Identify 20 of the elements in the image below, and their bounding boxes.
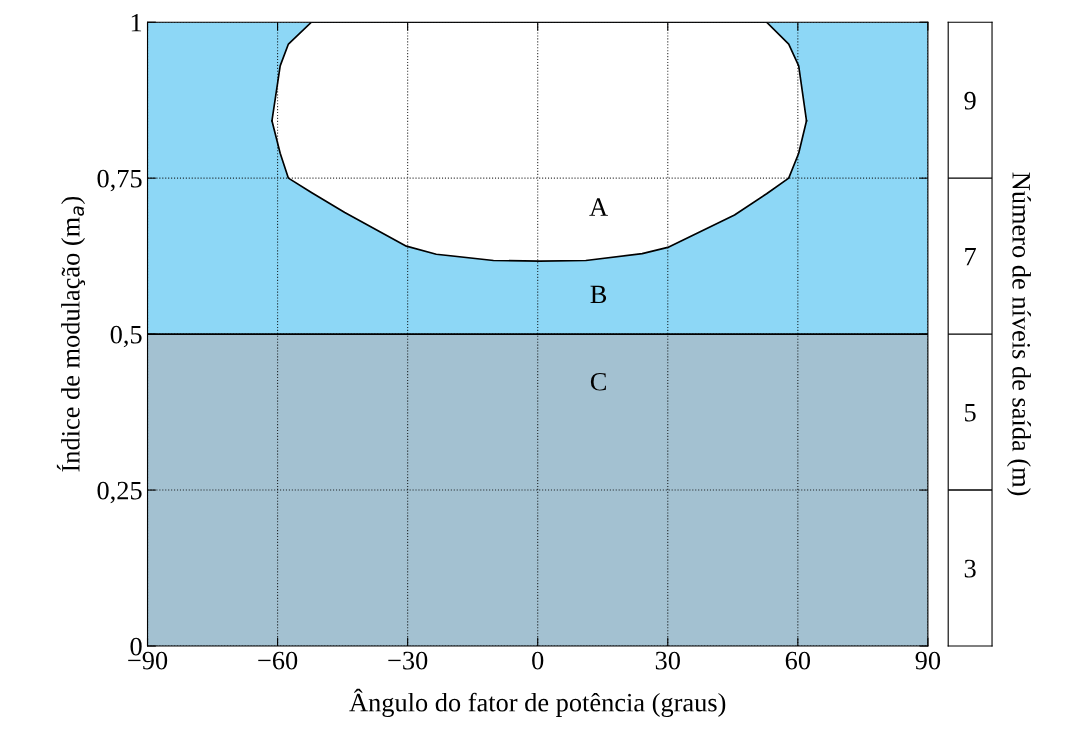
x-axis-title: Ângulo do fator de potência (graus) <box>349 688 726 717</box>
y-axis-title: Índice de modulação (m$_{a}$) <box>56 196 86 472</box>
annotation: A <box>589 198 608 216</box>
y-tick-label: 5 <box>965 403 976 422</box>
annotation: B <box>590 285 607 304</box>
x-tick-label: 60 <box>785 651 811 670</box>
x-tick-label: 90 <box>915 651 941 670</box>
y-tick-label: 9 <box>964 91 976 110</box>
y-tick-label: 0,25 <box>97 481 142 504</box>
x-tick-label: 0 <box>532 651 544 670</box>
y-tick-label: 0,75 <box>97 169 142 192</box>
annotation: C <box>590 372 606 391</box>
y-tick-label: 0,5 <box>110 325 142 348</box>
y-tick-label: 1 <box>131 13 142 32</box>
y-axis-title: Número de níveis de saída (m) <box>1006 172 1031 496</box>
y-tick-label: 7 <box>965 248 976 266</box>
x-tick-label: −60 <box>258 651 298 670</box>
x-tick-label: −30 <box>388 651 428 670</box>
y-tick-label: 3 <box>964 559 976 578</box>
x-tick-label: 30 <box>655 651 680 670</box>
